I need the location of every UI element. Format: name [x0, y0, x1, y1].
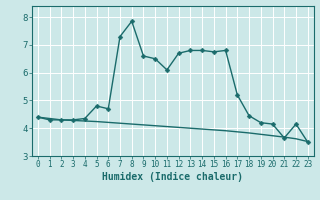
X-axis label: Humidex (Indice chaleur): Humidex (Indice chaleur) [102, 172, 243, 182]
